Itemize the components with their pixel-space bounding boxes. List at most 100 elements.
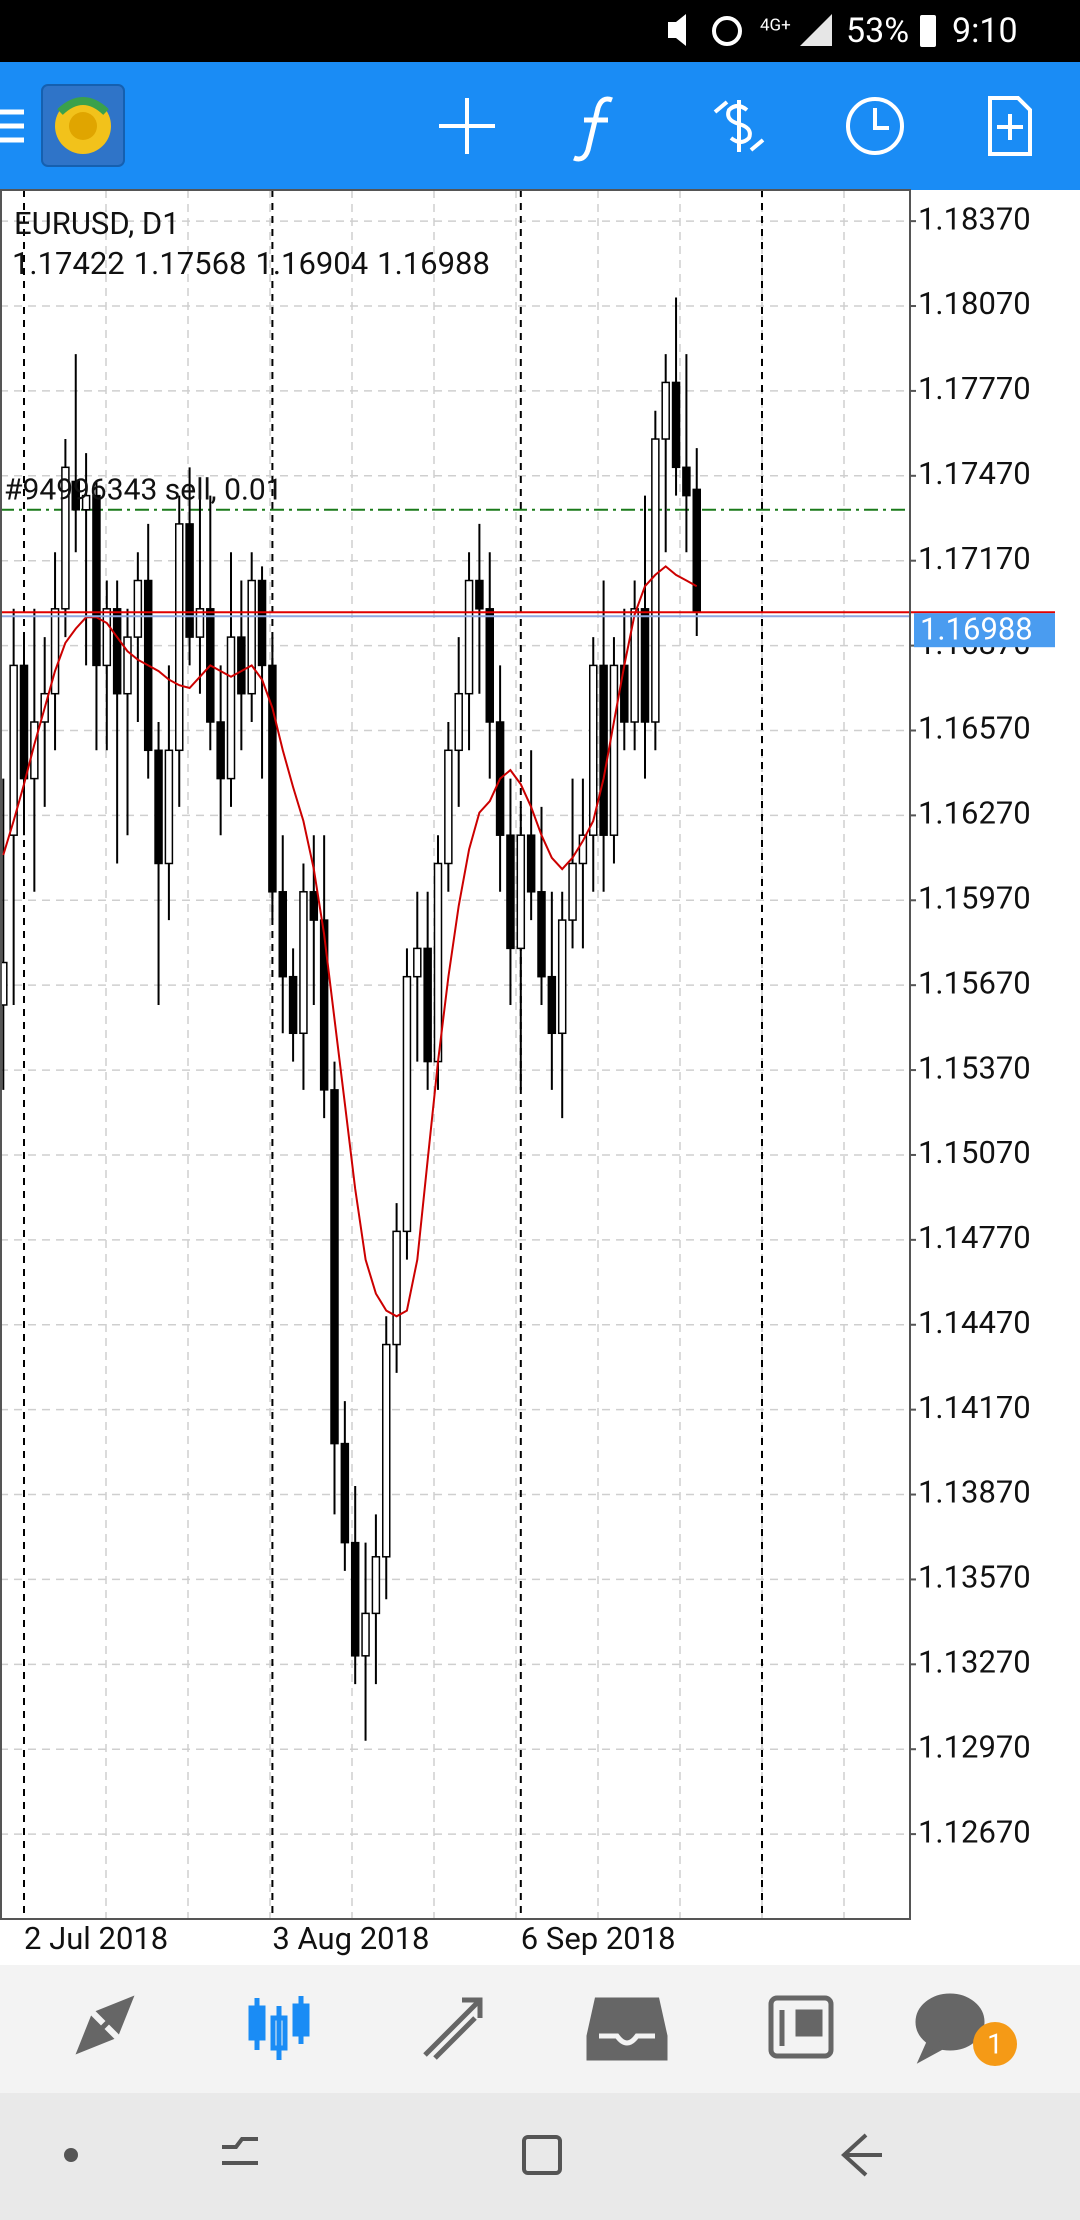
price-box-label: 1.16988	[920, 610, 1033, 647]
candle-body	[599, 664, 608, 836]
crosshair-button[interactable]	[439, 98, 495, 154]
mute-icon	[668, 14, 686, 46]
candle-body	[402, 975, 412, 1233]
candle-body	[506, 834, 515, 950]
candle-body	[319, 919, 329, 1091]
y-tick-label: 1.17470	[918, 455, 1031, 492]
x-tick-label: 6 Sep 2018	[521, 1920, 676, 1957]
app-logo[interactable]	[41, 84, 125, 167]
candle-body	[175, 523, 184, 752]
y-tick-label: 1.18070	[918, 285, 1031, 322]
plot-frame	[0, 189, 911, 1920]
candle-body	[568, 862, 577, 921]
candle-body	[578, 834, 588, 865]
battery-level: 53%	[846, 11, 909, 51]
candle-body	[682, 466, 691, 497]
news-tab[interactable]	[768, 1995, 834, 2059]
candle-body	[71, 480, 80, 511]
candle-body	[112, 608, 122, 695]
history-button[interactable]	[846, 97, 904, 155]
y-tick-label: 1.14170	[918, 1389, 1031, 1426]
candle-body	[350, 1541, 360, 1657]
y-tick-label: 1.13570	[918, 1559, 1031, 1596]
recents-button[interactable]	[222, 2137, 258, 2165]
candle-body	[102, 608, 112, 667]
candle-body	[413, 947, 422, 978]
trade-button[interactable]	[713, 100, 765, 152]
y-tick-label: 1.16570	[918, 710, 1031, 747]
candle-body	[268, 664, 277, 893]
candle-body	[309, 891, 319, 921]
y-tick-label: 1.13270	[918, 1644, 1031, 1681]
candle-body	[464, 579, 474, 695]
candle-body	[81, 494, 91, 511]
candle-body	[288, 975, 298, 1035]
candle-body	[589, 664, 598, 836]
candle-body	[164, 749, 174, 865]
candle-body	[216, 721, 225, 780]
high-readout: 1.17568	[134, 245, 247, 282]
toolbar	[0, 62, 1080, 190]
status-bar	[0, 0, 1080, 62]
candle-body	[392, 1230, 401, 1346]
candle-body	[330, 1089, 339, 1445]
menu-button[interactable]	[0, 109, 24, 143]
y-tick-label: 1.14470	[918, 1304, 1031, 1341]
y-tick-label: 1.17170	[918, 540, 1031, 577]
candle-body	[195, 608, 205, 638]
nav-dot[interactable]	[64, 2148, 78, 2162]
candle-body	[226, 636, 236, 780]
quotes-tab[interactable]	[75, 1995, 135, 2055]
y-tick-label: 1.15970	[918, 879, 1031, 916]
candle-body	[257, 579, 267, 667]
candle-body	[526, 834, 536, 893]
candle-body	[0, 961, 8, 1006]
y-tick-label: 1.13870	[918, 1474, 1031, 1511]
candle-body	[237, 636, 246, 695]
candle-body	[340, 1442, 350, 1544]
indicators-button[interactable]	[573, 96, 613, 162]
x-tick-label: 2 Jul 2018	[24, 1920, 168, 1957]
candle-body	[133, 579, 143, 638]
candle-body	[557, 919, 567, 1035]
chart-area	[0, 190, 1080, 1965]
plot: #94996343 sell, 0.01	[0, 297, 1055, 1741]
ohlc-readout: 1.17422 1.17568 1.16904 1.16988	[12, 245, 490, 282]
y-tick-label: 1.15370	[918, 1049, 1031, 1086]
candle-body	[361, 1612, 370, 1657]
y-tick-label: 1.17770	[918, 370, 1031, 407]
close-readout: 1.16988	[377, 245, 490, 282]
candle-body	[671, 381, 681, 469]
y-tick-label: 1.12970	[918, 1728, 1031, 1765]
chat-tab[interactable]	[915, 1993, 985, 2064]
candle-body	[123, 636, 132, 695]
network-type: 4G+	[760, 15, 791, 35]
trade-tab[interactable]	[423, 1997, 483, 2060]
moving-average	[2, 565, 698, 1318]
history-tab[interactable]	[586, 1997, 668, 2061]
y-tick-label: 1.15070	[918, 1134, 1031, 1171]
back-button[interactable]	[841, 2133, 882, 2177]
candle-body	[454, 692, 463, 752]
candle-body	[382, 1343, 391, 1558]
candle-body	[651, 438, 660, 723]
home-button[interactable]	[522, 2135, 562, 2175]
system-nav	[0, 2093, 1080, 2220]
candle-body	[475, 579, 484, 610]
candle-body	[61, 466, 70, 610]
candle-body	[9, 664, 18, 836]
candle-body	[299, 891, 308, 1035]
candle-body	[547, 975, 557, 1035]
candle-body	[609, 664, 619, 836]
candle-body	[444, 749, 453, 865]
y-tick-label: 1.16270	[918, 795, 1031, 832]
signal-icon	[800, 14, 832, 46]
chart-tab[interactable]	[248, 1996, 310, 2060]
candle-body	[371, 1556, 381, 1615]
y-tick-label: 1.15670	[918, 964, 1031, 1001]
status-icons	[668, 14, 936, 47]
new-order-button[interactable]	[988, 96, 1032, 156]
notification-badge	[973, 2022, 1017, 2066]
candle-body	[423, 947, 432, 1063]
